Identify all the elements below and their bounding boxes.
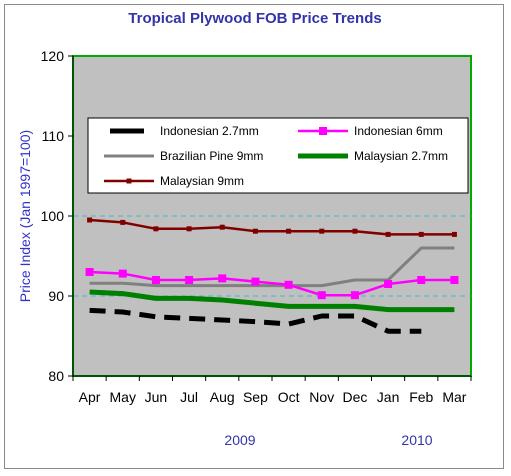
series-line [89,246,455,288]
legend-item-malaysian-9mm: Malaysian 9mm [104,174,244,188]
data-point [118,269,127,278]
y-axis-label: Price Index (Jan 1997=100) [17,130,33,302]
data-point [151,276,160,284]
legend-label: Brazilian Pine 9mm [160,149,263,163]
x-tick-label: Oct [278,389,300,405]
x-tick-label: Feb [409,389,433,405]
data-point [384,280,393,288]
legend-item-brazilian-pine-9mm: Brazilian Pine 9mm [104,149,263,163]
series-indonesian-2-7mm [89,307,422,334]
series-brazilian-pine-9mm [89,246,455,288]
series-malaysian-9mm [87,217,457,237]
legend-item-indonesian-2-7mm: Indonesian 2.7mm [110,124,259,138]
data-point [85,268,94,276]
legend-label: Indonesian 6mm [354,124,443,138]
data-point [153,226,159,232]
data-point [350,291,359,300]
data-point [418,231,424,237]
data-point [451,231,457,237]
x-tick-label: Jan [377,389,400,405]
x-tick-label: Apr [79,389,101,405]
year-label-2009: 2009 [224,432,255,448]
legend: Indonesian 2.7mm Indonesian 6mm Brazilian … [87,117,469,194]
legend-marker [319,127,327,135]
series-line [89,307,422,334]
data-point [284,280,293,289]
y-tick-label: 120 [41,48,65,64]
data-point [186,226,192,232]
x-tick-label: Jun [145,389,168,405]
year-label-2010: 2010 [401,432,432,448]
data-point [352,228,358,234]
y-tick-label: 80 [48,368,64,384]
data-point [87,217,93,223]
data-point [317,291,326,300]
y-tick-label: 100 [41,208,65,224]
data-point [417,276,426,284]
series-line [89,289,455,313]
data-point [185,276,194,284]
series-line [89,218,455,236]
legend-item-malaysian-2-7mm: Malaysian 2.7mm [298,149,448,163]
y-tick-label: 90 [48,288,64,304]
legend-marker [126,178,132,184]
series-indonesian-6mm [85,268,459,300]
series-line [89,270,455,297]
legend-label: Malaysian 9mm [160,174,244,188]
data-point [385,231,391,237]
data-point [219,224,225,230]
legend-label: Indonesian 2.7mm [160,124,259,138]
legend-item-indonesian-6mm: Indonesian 6mm [298,124,443,138]
data-point [218,274,227,283]
series-group [85,217,459,334]
data-point [450,276,459,284]
series-malaysian-2-7mm [89,289,455,313]
data-point [251,277,260,286]
data-point [120,219,126,225]
data-point [319,228,325,234]
x-tick-label: Sep [243,389,268,405]
x-tick-label: Dec [342,389,367,405]
x-tick-label: Mar [442,389,466,405]
x-tick-label: Nov [309,389,334,405]
x-tick-label: Jul [180,389,198,405]
legend-label: Malaysian 2.7mm [354,149,448,163]
axes: 80 90 100 110 120 Apr May Jun Jul Aug Sep Oct Nov Dec… [41,48,472,405]
data-point [286,228,292,234]
plot-area [72,55,472,377]
x-tick-label: Aug [210,389,235,405]
x-tick-label: May [110,389,136,405]
y-tick-label: 110 [42,128,65,144]
chart-title: Tropical Plywood FOB Price Trends [128,10,381,27]
data-point [252,228,258,234]
